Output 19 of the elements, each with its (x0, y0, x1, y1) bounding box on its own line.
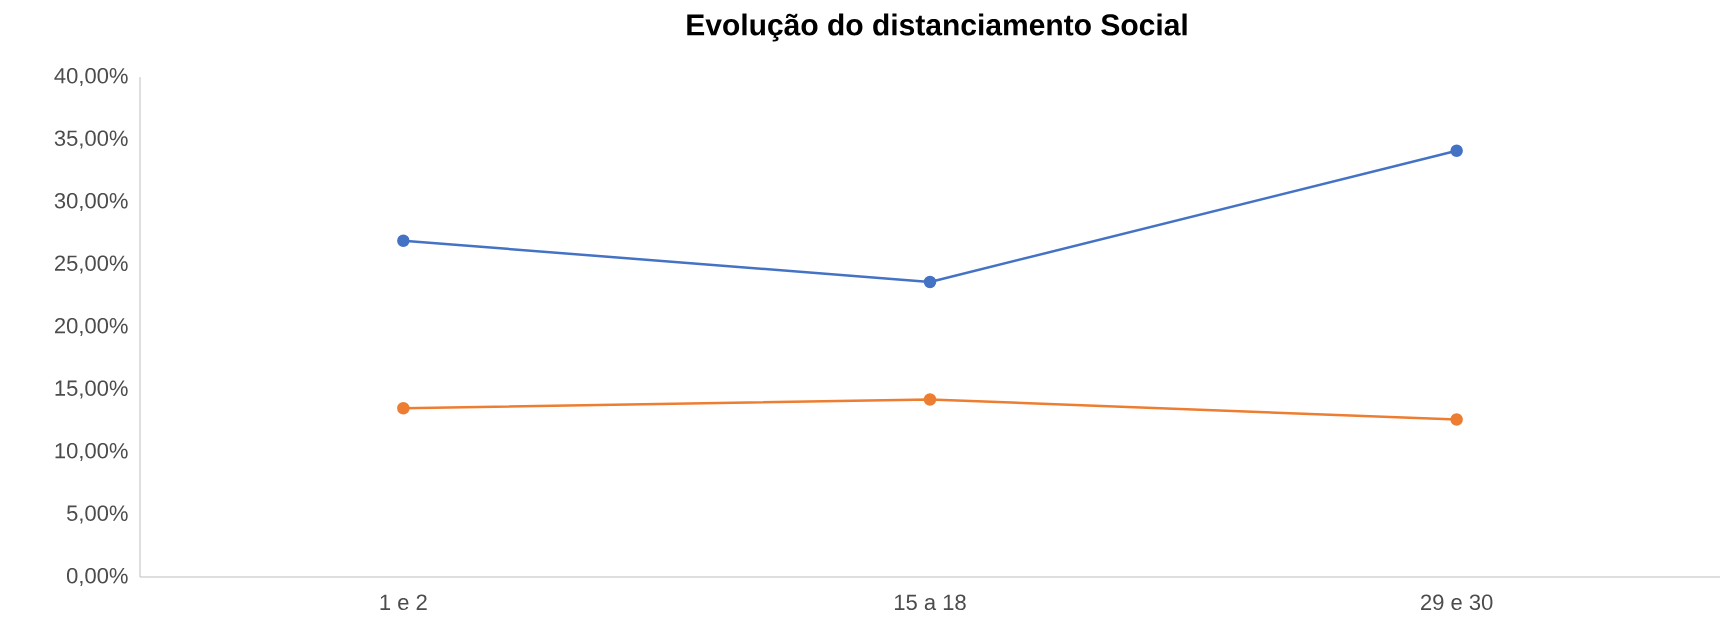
point (1450, 413, 1463, 426)
point (397, 401, 410, 415)
point (923, 393, 937, 406)
y-tick-label: 0,00% (66, 567, 128, 587)
y-tick-label: 25,00% (54, 255, 128, 274)
y-tick-label: 40,00% (54, 67, 128, 87)
chart-title: Evolução do distanciamento Social (687, 13, 1187, 42)
y-tick-label: 30,00% (54, 192, 128, 212)
y-tick-label: 5,00% (66, 505, 128, 524)
x-tick-label: 1 e 2 (380, 594, 427, 611)
x-tick-label: 29 e 30 (1421, 594, 1493, 611)
y-tick-label: 20,00% (54, 317, 128, 337)
point (1450, 144, 1463, 157)
y-tick-label: 35,00% (54, 130, 128, 149)
x-tick-label: 15 a 18 (894, 594, 966, 611)
point (397, 234, 410, 247)
y-tick-label: 10,00% (55, 442, 128, 462)
y-tick-label: 15,00% (55, 380, 128, 399)
point (923, 275, 937, 289)
